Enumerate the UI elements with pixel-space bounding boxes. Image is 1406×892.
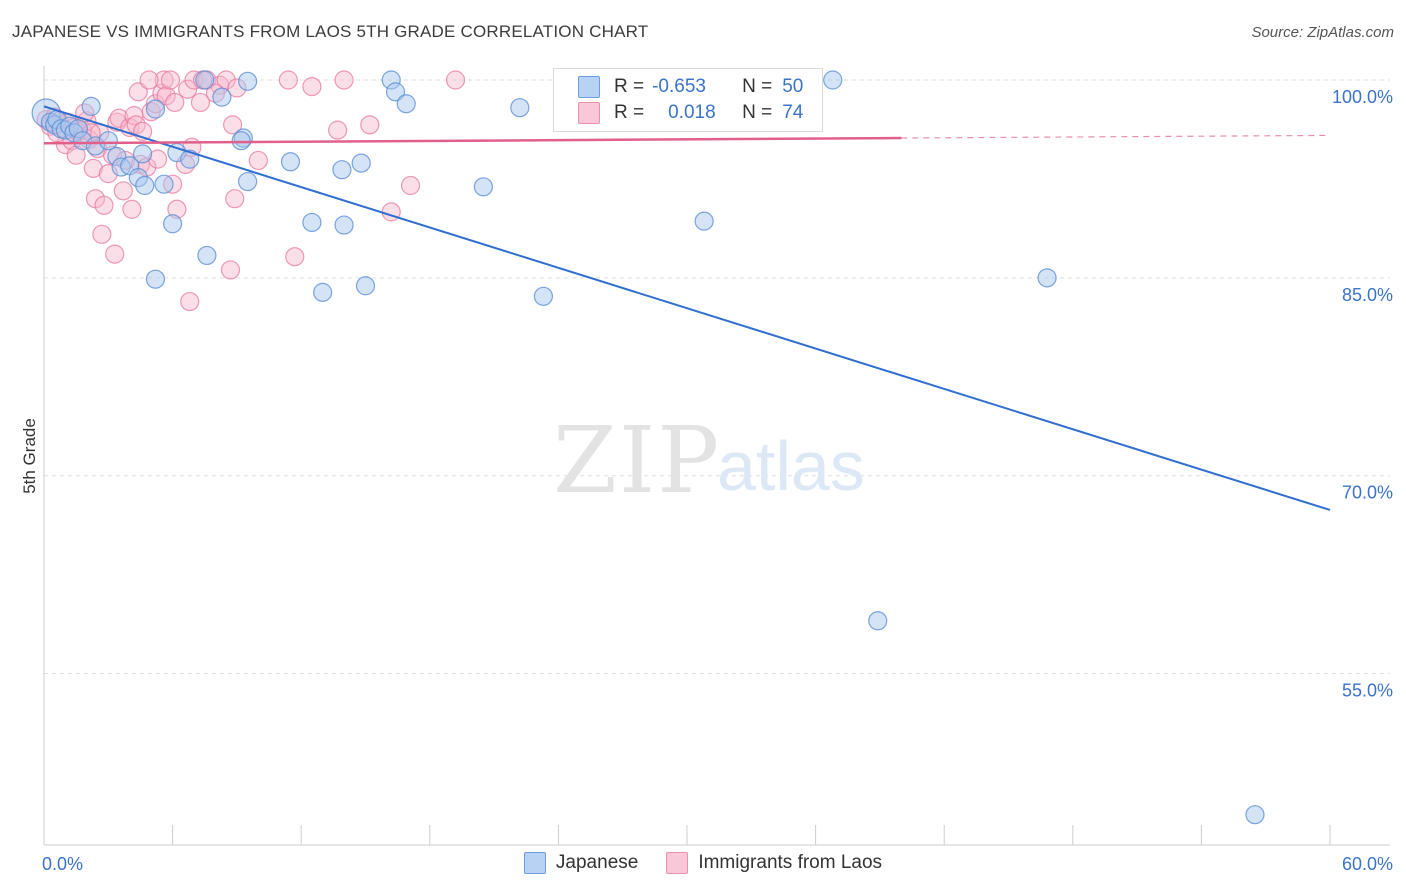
laos-point <box>154 70 174 90</box>
laos-point <box>160 70 181 90</box>
laos-point <box>190 92 211 113</box>
laos-point <box>278 70 298 90</box>
japanese-point <box>351 153 371 173</box>
legend-swatch-laos <box>578 102 600 124</box>
japanese-point <box>238 171 258 192</box>
laos-point <box>223 115 243 135</box>
y-tick-label: 70.0% <box>1342 483 1393 503</box>
laos-point <box>248 150 268 171</box>
series-label-laos: Immigrants from Laos <box>698 852 883 873</box>
legend-n-value: 50 <box>782 76 804 97</box>
series-legend-japanese: Japanese <box>523 852 639 874</box>
laos-point <box>139 70 159 90</box>
legend-r-label: R = <box>614 102 645 123</box>
axes <box>43 66 1390 846</box>
series-swatch-japanese <box>523 852 546 874</box>
japanese-point <box>135 175 155 196</box>
series-legend-laos: Immigrants from Laos <box>666 852 882 874</box>
japanese-point <box>823 70 843 90</box>
y-tick-label: 100.0% <box>1332 87 1393 107</box>
legend-r-value: 0.018 <box>668 102 716 123</box>
japanese-point <box>145 269 166 289</box>
watermark: ZIP atlas <box>553 407 865 514</box>
laos-point <box>92 224 112 244</box>
laos-point <box>113 181 133 201</box>
japanese-point <box>313 282 333 302</box>
legend-n-label: N = <box>742 102 773 123</box>
source-label: Source: ZipAtlas.com <box>1251 24 1394 41</box>
legend-box: R = -0.653 N = 50 R = 0.018 N = 74 <box>553 68 823 132</box>
x-tick-label: 60.0% <box>1342 854 1393 874</box>
laos-point <box>83 158 103 178</box>
laos-point <box>445 70 466 90</box>
chart-title: JAPANESE VS IMMIGRANTS FROM LAOS 5TH GRA… <box>12 22 649 41</box>
legend-n-value: 74 <box>782 102 804 123</box>
trend-lines <box>43 105 1331 511</box>
legend-row-japanese: R = -0.653 N = 50 <box>578 76 803 98</box>
legend-n-label: N = <box>742 76 773 97</box>
laos-point <box>328 120 348 140</box>
laos-trend-line <box>43 136 902 145</box>
laos-point <box>105 244 125 264</box>
japanese-point <box>163 214 183 234</box>
japanese-point <box>385 82 406 102</box>
japanese-point <box>694 211 714 231</box>
japanese-point <box>280 152 301 172</box>
laos-point <box>220 260 241 280</box>
japanese-point <box>510 98 530 118</box>
legend-row-laos: R = 0.018 N = 74 <box>578 102 803 124</box>
japanese-point <box>355 276 376 296</box>
watermark-zip: ZIP <box>553 407 721 514</box>
japanese-point <box>332 160 352 180</box>
japanese-point <box>302 212 322 233</box>
laos-point <box>122 199 142 219</box>
japanese-point <box>81 96 101 116</box>
laos-point <box>225 189 245 209</box>
laos-point <box>180 291 200 312</box>
japanese-point <box>1037 268 1057 288</box>
laos-point <box>128 82 148 102</box>
x-tick-label: 0.0% <box>42 854 83 874</box>
y-tick-label: 55.0% <box>1342 681 1393 701</box>
legend-r-value: -0.653 <box>652 76 706 97</box>
japanese-points <box>31 70 1265 825</box>
watermark-atlas: atlas <box>717 427 865 505</box>
japanese-point <box>154 174 174 194</box>
series-swatch-laos <box>666 852 689 874</box>
japanese-point <box>145 99 166 119</box>
japanese-point <box>197 245 217 266</box>
laos-point <box>285 247 305 267</box>
japanese-point <box>533 286 553 306</box>
japanese-point <box>396 94 416 114</box>
japanese-point <box>231 131 251 151</box>
legend-r-label: R = <box>614 76 645 97</box>
laos-point <box>334 70 354 90</box>
japanese-point <box>1245 805 1265 825</box>
japanese-trend-line <box>43 105 1331 511</box>
japanese-point <box>212 87 232 107</box>
japanese-point <box>180 149 200 169</box>
japanese-point <box>238 71 258 91</box>
japanese-point <box>98 131 118 151</box>
laos-point <box>302 76 322 97</box>
laos-point <box>400 175 421 196</box>
japanese-point <box>868 611 888 631</box>
tick-labels: 100.0% 85.0% 70.0% 55.0% 0.0% 60.0% <box>42 87 1393 874</box>
japanese-point <box>473 177 493 197</box>
laos-trend-extension <box>901 134 1331 139</box>
laos-point <box>94 195 114 215</box>
japanese-point <box>195 70 215 90</box>
legend-swatch-japanese <box>578 76 600 98</box>
y-axis-label: 5th Grade <box>20 418 39 494</box>
japanese-point <box>334 215 354 235</box>
series-legend: Japanese Immigrants from Laos <box>0 852 1406 874</box>
laos-point <box>360 115 380 135</box>
series-label-japanese: Japanese <box>555 852 639 873</box>
japanese-point <box>132 144 153 164</box>
y-tick-label: 85.0% <box>1342 285 1393 305</box>
laos-point <box>165 92 185 113</box>
